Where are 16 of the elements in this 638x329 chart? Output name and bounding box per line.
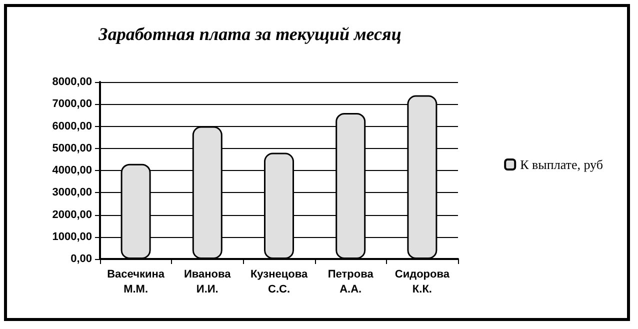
x-tick-label: Кузнецова С.С. bbox=[250, 268, 308, 296]
y-tick-label: 1000,00 bbox=[52, 230, 92, 243]
y-tick-label: 6000,00 bbox=[52, 120, 92, 132]
y-tick-label: 2000,00 bbox=[52, 208, 92, 221]
chart-title: Заработная плата за текущий месяц bbox=[98, 24, 402, 44]
y-tick-label: 8000,00 bbox=[52, 76, 92, 88]
x-tick-label: Петрова А.А. bbox=[328, 268, 374, 296]
y-tick-label: 7000,00 bbox=[52, 98, 92, 110]
legend-label: К выплате, руб bbox=[520, 157, 604, 172]
y-tick-label: 3000,00 bbox=[52, 186, 92, 199]
x-tick-label: Васечкина М.М. bbox=[107, 268, 166, 296]
y-tick-label: 0,00 bbox=[70, 253, 92, 265]
y-tick-label: 5000,00 bbox=[52, 142, 92, 154]
y-tick-label: 4000,00 bbox=[52, 164, 92, 176]
x-tick-label: Иванова И.И. bbox=[184, 268, 232, 296]
x-tick-label: Сидорова К.К. bbox=[394, 268, 450, 296]
